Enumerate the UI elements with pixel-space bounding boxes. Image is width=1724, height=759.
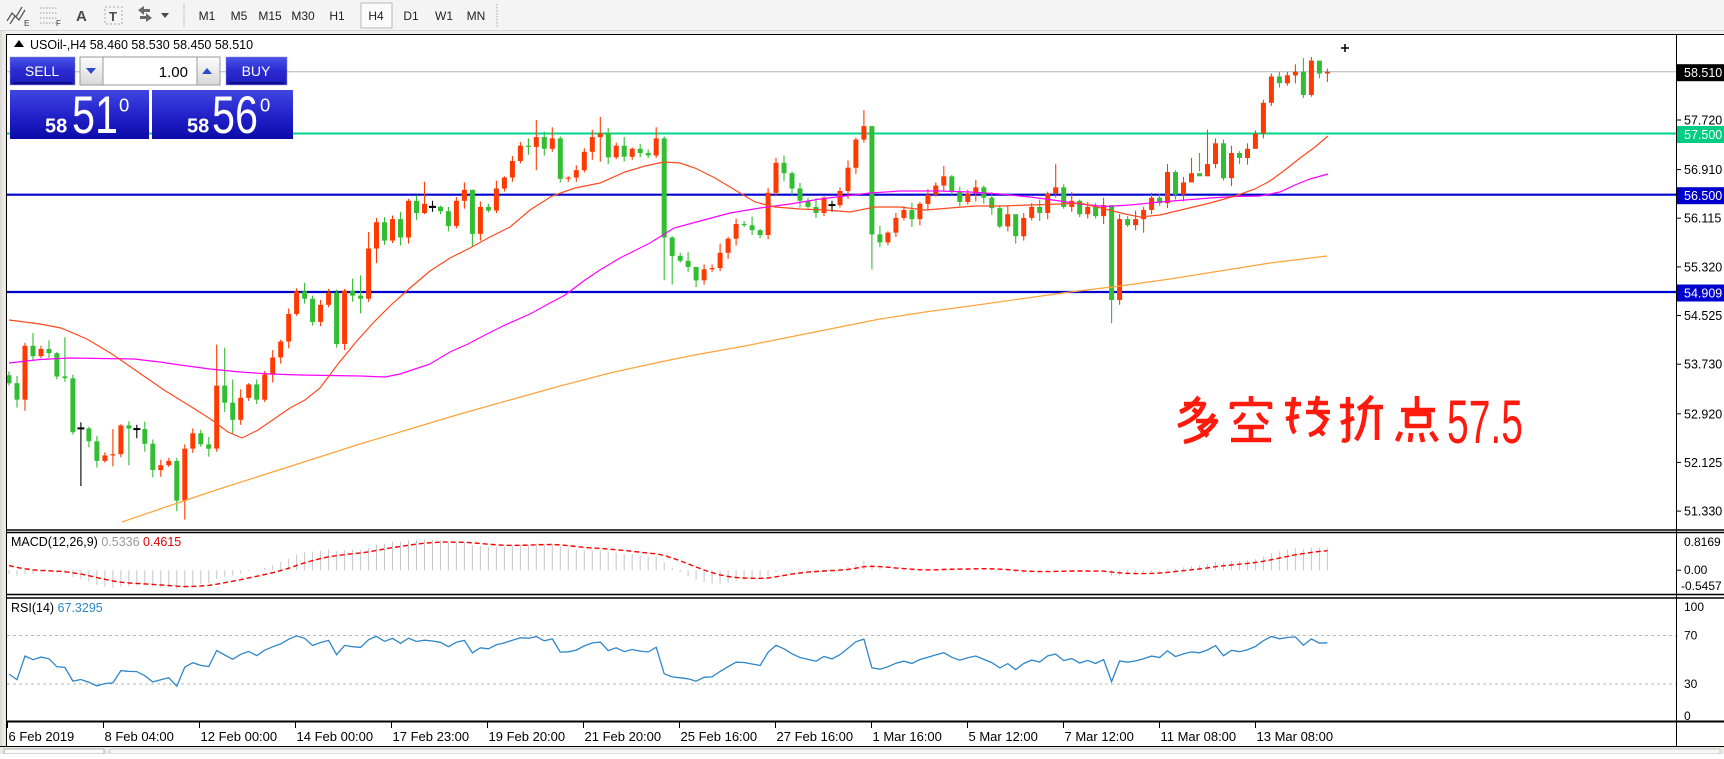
svg-text:M15: M15: [258, 9, 282, 23]
svg-text:54.525: 54.525: [1684, 309, 1722, 323]
svg-text:100: 100: [1684, 600, 1704, 614]
svg-text:55.320: 55.320: [1684, 260, 1722, 274]
svg-text:M5: M5: [231, 9, 248, 23]
svg-text:30: 30: [1684, 677, 1698, 691]
svg-text:58.510: 58.510: [1684, 66, 1722, 80]
svg-text:0: 0: [119, 95, 129, 116]
svg-text:21 Feb 20:00: 21 Feb 20:00: [585, 729, 662, 744]
svg-text:27 Feb 16:00: 27 Feb 16:00: [777, 729, 854, 744]
svg-text:58: 58: [45, 116, 67, 138]
svg-text:6 Feb 2019: 6 Feb 2019: [9, 729, 75, 744]
svg-text:12 Feb 00:00: 12 Feb 00:00: [201, 729, 278, 744]
svg-text:56: 56: [212, 86, 258, 145]
svg-text:52.125: 52.125: [1684, 456, 1722, 470]
svg-text:D1: D1: [403, 9, 419, 23]
svg-text:H4: H4: [368, 9, 384, 23]
svg-text:17 Feb 23:00: 17 Feb 23:00: [393, 729, 470, 744]
svg-text:A: A: [76, 8, 87, 25]
svg-text:25 Feb 16:00: 25 Feb 16:00: [681, 729, 758, 744]
svg-text:F: F: [56, 19, 61, 28]
svg-text:19 Feb 20:00: 19 Feb 20:00: [489, 729, 566, 744]
svg-text:M30: M30: [291, 9, 315, 23]
svg-text:56.500: 56.500: [1684, 189, 1722, 203]
svg-text:51: 51: [72, 86, 118, 145]
svg-text:56.115: 56.115: [1684, 212, 1721, 226]
svg-text:BUY: BUY: [242, 63, 271, 79]
svg-text:13 Mar 08:00: 13 Mar 08:00: [1257, 729, 1334, 744]
svg-text:0.00: 0.00: [1684, 563, 1708, 577]
svg-text:14 Feb 00:00: 14 Feb 00:00: [297, 729, 374, 744]
svg-text:T: T: [109, 9, 117, 24]
svg-text:1.00: 1.00: [159, 64, 188, 81]
svg-text:57.500: 57.500: [1684, 128, 1722, 142]
svg-text:MN: MN: [467, 9, 486, 23]
svg-text:M1: M1: [199, 9, 216, 23]
svg-text:8 Feb 04:00: 8 Feb 04:00: [105, 729, 174, 744]
svg-text:W1: W1: [435, 9, 453, 23]
svg-text:54.909: 54.909: [1684, 287, 1722, 301]
svg-text:0: 0: [260, 95, 270, 116]
svg-text:11 Mar 08:00: 11 Mar 08:00: [1161, 729, 1237, 744]
svg-text:1 Mar 16:00: 1 Mar 16:00: [873, 729, 942, 744]
svg-text:70: 70: [1684, 629, 1698, 643]
svg-text:5 Mar 12:00: 5 Mar 12:00: [969, 729, 1038, 744]
svg-text:RSI(14) 67.3295: RSI(14) 67.3295: [11, 601, 103, 615]
svg-text:57.720: 57.720: [1684, 114, 1722, 128]
svg-text:57.5: 57.5: [1447, 388, 1523, 456]
svg-text:52.920: 52.920: [1684, 407, 1722, 421]
svg-text:7 Mar 12:00: 7 Mar 12:00: [1065, 729, 1134, 744]
svg-text:MACD(12,26,9) 0.5336 0.4615: MACD(12,26,9) 0.5336 0.4615: [11, 535, 181, 549]
svg-text:53.730: 53.730: [1684, 358, 1722, 372]
svg-text:SELL: SELL: [25, 63, 59, 79]
svg-text:58: 58: [187, 116, 209, 138]
svg-text:56.910: 56.910: [1684, 163, 1722, 177]
svg-text:USOil-,H4 58.460 58.530 58.45: USOil-,H4 58.460 58.530 58.450 58.510: [30, 38, 253, 52]
svg-text:51.330: 51.330: [1684, 505, 1722, 519]
svg-text:-0.5457: -0.5457: [1681, 579, 1722, 593]
svg-text:H1: H1: [329, 9, 345, 23]
svg-text:0: 0: [1684, 709, 1691, 723]
svg-text:0.8169: 0.8169: [1684, 535, 1721, 549]
svg-text:E: E: [24, 19, 29, 28]
